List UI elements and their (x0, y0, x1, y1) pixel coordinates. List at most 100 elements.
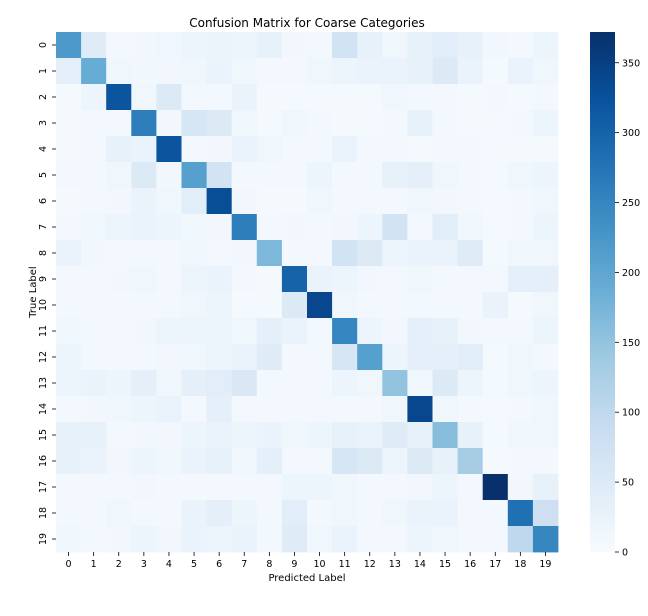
y-tick-label: 8 (38, 250, 49, 256)
heatmap-cell (106, 318, 132, 345)
heatmap-cell (407, 266, 433, 293)
heatmap-cell (206, 136, 233, 163)
heatmap-cell (81, 32, 107, 59)
heatmap-cell (81, 318, 107, 345)
heatmap-cell (81, 84, 107, 111)
heatmap-cell (482, 58, 509, 85)
heatmap-cell (231, 32, 258, 59)
heatmap-cell (181, 266, 207, 293)
heatmap-cell (231, 214, 258, 241)
heatmap-cell (507, 188, 534, 215)
heatmap-cell (382, 500, 408, 527)
heatmap-cell (281, 474, 308, 501)
heatmap-cell (206, 318, 233, 345)
heatmap-cell (231, 396, 258, 423)
heatmap-cell (106, 396, 132, 423)
y-tick-label: 6 (38, 198, 49, 204)
heatmap-cell (56, 32, 82, 59)
heatmap-cell (407, 370, 433, 397)
heatmap-cell (106, 58, 132, 85)
heatmap-cell (407, 110, 433, 137)
heatmap-cell (131, 240, 157, 267)
heatmap-cell (307, 422, 333, 449)
heatmap-cell (407, 214, 433, 241)
heatmap-cell (332, 214, 358, 241)
heatmap-cell (256, 136, 283, 163)
colorbar (590, 32, 615, 552)
heatmap-cell (281, 292, 308, 319)
heatmap-cell (307, 318, 333, 345)
x-tick-label: 14 (414, 559, 426, 570)
heatmap-cell (357, 136, 383, 163)
heatmap-cell (407, 136, 433, 163)
heatmap-cell (357, 422, 383, 449)
heatmap-cell (332, 292, 358, 319)
x-tick-label: 8 (266, 559, 272, 570)
heatmap-cell (332, 370, 358, 397)
heatmap-cell (407, 188, 433, 215)
heatmap-cell (357, 188, 383, 215)
heatmap-cell (56, 318, 82, 345)
y-tick-label: 13 (38, 377, 49, 389)
heatmap-cell (457, 448, 484, 475)
y-tick-label: 12 (38, 351, 49, 363)
heatmap-cell (332, 136, 358, 163)
heatmap-cell (457, 370, 484, 397)
heatmap-cell (407, 474, 433, 501)
heatmap-cell (106, 448, 132, 475)
heatmap-cell (382, 370, 408, 397)
heatmap-cell (106, 266, 132, 293)
x-tick-label: 6 (216, 559, 222, 570)
heatmap-cell (206, 526, 233, 553)
heatmap-cell (81, 136, 107, 163)
heatmap-cell (482, 188, 509, 215)
heatmap-cell (231, 58, 258, 85)
y-tick-label: 16 (38, 455, 49, 467)
heatmap-cell (532, 214, 559, 241)
x-tick-label: 2 (116, 559, 122, 570)
heatmap-cell (106, 370, 132, 397)
heatmap-cell (56, 422, 82, 449)
x-axis-label: Predicted Label (268, 573, 345, 584)
heatmap-cell (131, 370, 157, 397)
x-tick-label: 0 (66, 559, 72, 570)
x-tick-label: 12 (364, 559, 376, 570)
heatmap-cell (156, 266, 182, 293)
heatmap-cell (131, 188, 157, 215)
heatmap-cell (507, 110, 534, 137)
heatmap-cell (131, 344, 157, 371)
y-axis-label: True Label (28, 266, 39, 318)
heatmap-cell (256, 84, 283, 111)
heatmap-cell (231, 344, 258, 371)
heatmap-cell (56, 500, 82, 527)
heatmap-cell (532, 422, 559, 449)
heatmap-cell (56, 162, 82, 189)
x-tick-label: 18 (514, 559, 526, 570)
heatmap-cell (156, 162, 182, 189)
heatmap-cell (357, 58, 383, 85)
heatmap-cell (357, 32, 383, 59)
heatmap-cell (131, 396, 157, 423)
heatmap-cell (407, 240, 433, 267)
heatmap-cell (507, 370, 534, 397)
heatmap-cell (482, 240, 509, 267)
heatmap-cell (131, 110, 157, 137)
y-tick-label: 10 (38, 299, 49, 311)
heatmap-cell (507, 448, 534, 475)
heatmap-cell (432, 344, 458, 371)
heatmap-cell (357, 448, 383, 475)
heatmap-cell (156, 526, 182, 553)
heatmap-cell (256, 526, 283, 553)
heatmap-cell (307, 292, 333, 319)
heatmap-cell (131, 422, 157, 449)
heatmap-cell (206, 266, 233, 293)
heatmap-cell (482, 84, 509, 111)
heatmap-cell (482, 136, 509, 163)
heatmap-cell (106, 500, 132, 527)
heatmap-cell (482, 396, 509, 423)
heatmap-cell (56, 214, 82, 241)
heatmap-cell (106, 136, 132, 163)
heatmap-cell (131, 136, 157, 163)
heatmap-cell (432, 396, 458, 423)
